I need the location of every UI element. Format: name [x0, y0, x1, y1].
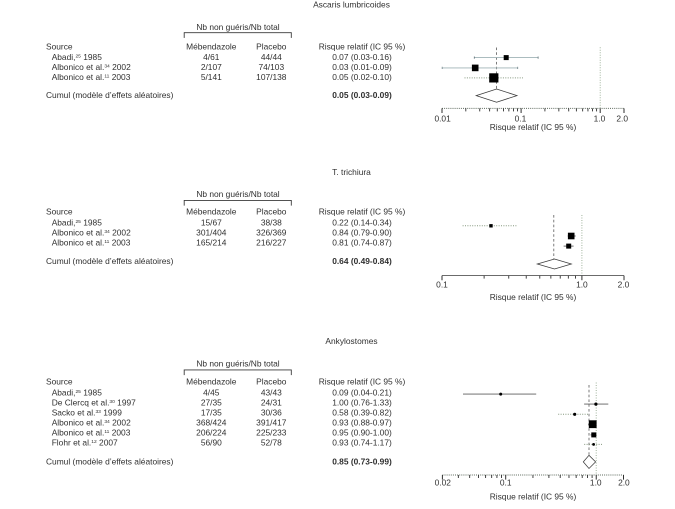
svg-text:Nb non guéris/Nb total: Nb non guéris/Nb total [196, 189, 279, 199]
svg-text:0.93 (0.74-1.17): 0.93 (0.74-1.17) [332, 438, 392, 448]
svg-text:Risque relatif (IC 95 %): Risque relatif (IC 95 %) [490, 122, 577, 132]
svg-text:Ankylostomes: Ankylostomes [325, 336, 377, 346]
svg-text:Nb non guéris/Nb total: Nb non guéris/Nb total [196, 359, 279, 369]
svg-text:74/103: 74/103 [258, 62, 284, 72]
svg-text:1.0: 1.0 [590, 477, 602, 487]
svg-text:Albonico et al.11 2003: Albonico et al.11 2003 [52, 238, 131, 248]
svg-text:301/404: 301/404 [196, 228, 227, 238]
svg-text:Source: Source [46, 207, 73, 217]
svg-text:Mébendazole: Mébendazole [186, 207, 237, 217]
svg-text:0.81 (0.74-0.87): 0.81 (0.74-0.87) [332, 238, 392, 248]
svg-text:Abadi,25 1985: Abadi,25 1985 [52, 218, 103, 228]
svg-text:0.05 (0.03-0.09): 0.05 (0.03-0.09) [332, 90, 392, 100]
svg-text:Risque relatif (IC 95 %): Risque relatif (IC 95 %) [319, 41, 406, 51]
svg-text:Abadi,25 1985: Abadi,25 1985 [52, 52, 103, 62]
svg-text:326/369: 326/369 [256, 228, 287, 238]
svg-text:0.05 (0.02-0.10): 0.05 (0.02-0.10) [332, 72, 392, 82]
svg-text:Source: Source [46, 41, 73, 51]
svg-text:0.1: 0.1 [436, 280, 448, 290]
svg-text:1.00 (0.76-1.33): 1.00 (0.76-1.33) [332, 398, 392, 408]
svg-text:Albonico et al.34 2002: Albonico et al.34 2002 [52, 418, 131, 428]
svg-text:0.58 (0.39-0.82): 0.58 (0.39-0.82) [332, 408, 392, 418]
svg-text:38/38: 38/38 [261, 218, 282, 228]
svg-text:52/78: 52/78 [261, 438, 282, 448]
svg-text:Albonico et al.11 2003: Albonico et al.11 2003 [52, 72, 131, 82]
svg-text:Risque relatif (IC 95 %): Risque relatif (IC 95 %) [319, 377, 406, 387]
svg-text:Cumul (modèle d’effets aléatoi: Cumul (modèle d’effets aléatoires) [46, 457, 174, 467]
svg-text:0.07 (0.03-0.16): 0.07 (0.03-0.16) [332, 52, 392, 62]
svg-text:Placebo: Placebo [256, 41, 287, 51]
svg-text:368/424: 368/424 [196, 418, 227, 428]
svg-text:27/35: 27/35 [201, 398, 222, 408]
svg-text:17/35: 17/35 [201, 408, 222, 418]
svg-text:206/224: 206/224 [196, 428, 227, 438]
svg-text:2/107: 2/107 [201, 62, 222, 72]
svg-text:Mébendazole: Mébendazole [186, 41, 237, 51]
svg-text:De Clercq et al.30 1997: De Clercq et al.30 1997 [52, 398, 136, 408]
svg-text:Ascaris lumbricoides: Ascaris lumbricoides [313, 0, 390, 9]
svg-text:0.64 (0.49-0.84): 0.64 (0.49-0.84) [332, 256, 392, 266]
svg-text:107/138: 107/138 [256, 72, 287, 82]
svg-text:4/61: 4/61 [203, 52, 220, 62]
svg-text:Placebo: Placebo [256, 207, 287, 217]
svg-text:24/31: 24/31 [261, 398, 282, 408]
svg-text:2.0: 2.0 [618, 477, 630, 487]
svg-text:1.0: 1.0 [594, 114, 606, 124]
svg-text:4/45: 4/45 [203, 388, 220, 398]
svg-text:0.93 (0.88-0.97): 0.93 (0.88-0.97) [332, 418, 392, 428]
svg-text:0.01: 0.01 [434, 114, 451, 124]
svg-text:0.95 (0.90-1.00): 0.95 (0.90-1.00) [332, 428, 392, 438]
svg-text:30/36: 30/36 [261, 408, 282, 418]
svg-text:43/43: 43/43 [261, 388, 282, 398]
svg-text:15/67: 15/67 [201, 218, 222, 228]
svg-text:Placebo: Placebo [256, 377, 287, 387]
svg-text:Risque relatif (IC 95 %): Risque relatif (IC 95 %) [490, 491, 577, 501]
svg-text:0.22 (0.14-0.34): 0.22 (0.14-0.34) [332, 218, 392, 228]
svg-text:0.02: 0.02 [435, 477, 452, 487]
svg-text:T. trichiura: T. trichiura [332, 167, 371, 177]
svg-text:Source: Source [46, 377, 73, 387]
svg-text:5/141: 5/141 [201, 72, 222, 82]
svg-text:216/227: 216/227 [256, 238, 287, 248]
svg-text:2.0: 2.0 [618, 280, 630, 290]
svg-text:44/44: 44/44 [261, 52, 282, 62]
svg-text:Flohr et al.12 2007: Flohr et al.12 2007 [52, 438, 118, 448]
svg-text:0.03 (0.01-0.09): 0.03 (0.01-0.09) [332, 62, 392, 72]
svg-text:2.0: 2.0 [616, 114, 628, 124]
svg-text:Risque relatif (IC 95 %): Risque relatif (IC 95 %) [319, 207, 406, 217]
svg-text:Albonico et al.34 2002: Albonico et al.34 2002 [52, 228, 131, 238]
svg-text:0.85 (0.73-0.99): 0.85 (0.73-0.99) [332, 457, 392, 467]
svg-text:391/417: 391/417 [256, 418, 287, 428]
svg-text:1.0: 1.0 [576, 280, 588, 290]
svg-text:165/214: 165/214 [196, 238, 227, 248]
svg-text:Sacko et al.33 1999: Sacko et al.33 1999 [52, 408, 123, 418]
svg-text:225/233: 225/233 [256, 428, 287, 438]
svg-text:Albonico et al.11 2003: Albonico et al.11 2003 [52, 428, 131, 438]
svg-text:Albonico et al.34 2002: Albonico et al.34 2002 [52, 62, 131, 72]
svg-text:0.84 (0.79-0.90): 0.84 (0.79-0.90) [332, 228, 392, 238]
svg-text:0.1: 0.1 [500, 477, 512, 487]
svg-text:Cumul (modèle d’effets aléatoi: Cumul (modèle d’effets aléatoires) [46, 90, 174, 100]
svg-text:Mébendazole: Mébendazole [186, 377, 237, 387]
svg-text:0.1: 0.1 [515, 114, 527, 124]
svg-text:Cumul (modèle d’effets aléatoi: Cumul (modèle d’effets aléatoires) [46, 256, 174, 266]
svg-text:56/90: 56/90 [201, 438, 222, 448]
svg-text:0.09 (0.04-0.21): 0.09 (0.04-0.21) [332, 388, 392, 398]
svg-text:Risque relatif (IC 95 %): Risque relatif (IC 95 %) [490, 292, 577, 302]
svg-text:Nb non guéris/Nb total: Nb non guéris/Nb total [196, 22, 279, 32]
svg-text:Abadi,25 1985: Abadi,25 1985 [52, 388, 103, 398]
